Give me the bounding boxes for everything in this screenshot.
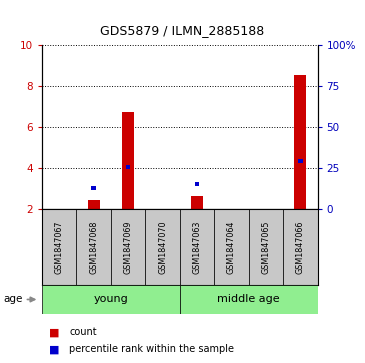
Text: GSM1847069: GSM1847069: [124, 220, 132, 274]
Bar: [283, 209, 318, 285]
Bar: [42, 285, 180, 314]
Text: GSM1847067: GSM1847067: [55, 220, 64, 274]
Bar: [249, 209, 283, 285]
Bar: [126, 165, 130, 169]
Bar: [122, 112, 134, 209]
Text: percentile rank within the sample: percentile rank within the sample: [69, 344, 234, 354]
Text: GSM1847064: GSM1847064: [227, 220, 236, 274]
Bar: [111, 209, 145, 285]
Bar: [191, 196, 203, 209]
Bar: [91, 186, 96, 190]
Text: GSM1847070: GSM1847070: [158, 220, 167, 274]
Text: GSM1847065: GSM1847065: [261, 220, 270, 274]
Text: ■: ■: [49, 327, 60, 337]
Text: middle age: middle age: [217, 294, 280, 305]
Text: age: age: [4, 294, 23, 305]
Text: ■: ■: [49, 344, 60, 354]
Text: GSM1847063: GSM1847063: [192, 220, 201, 274]
Text: GDS5879 / ILMN_2885188: GDS5879 / ILMN_2885188: [100, 24, 265, 37]
Bar: [195, 182, 199, 186]
Bar: [76, 209, 111, 285]
Text: young: young: [93, 294, 128, 305]
Text: GSM1847066: GSM1847066: [296, 220, 305, 274]
Bar: [88, 200, 100, 209]
Bar: [294, 75, 306, 209]
Bar: [214, 209, 249, 285]
Bar: [145, 209, 180, 285]
Bar: [180, 209, 214, 285]
Bar: [298, 159, 303, 163]
Bar: [180, 285, 318, 314]
Text: count: count: [69, 327, 97, 337]
Bar: [42, 209, 76, 285]
Text: GSM1847068: GSM1847068: [89, 220, 98, 274]
